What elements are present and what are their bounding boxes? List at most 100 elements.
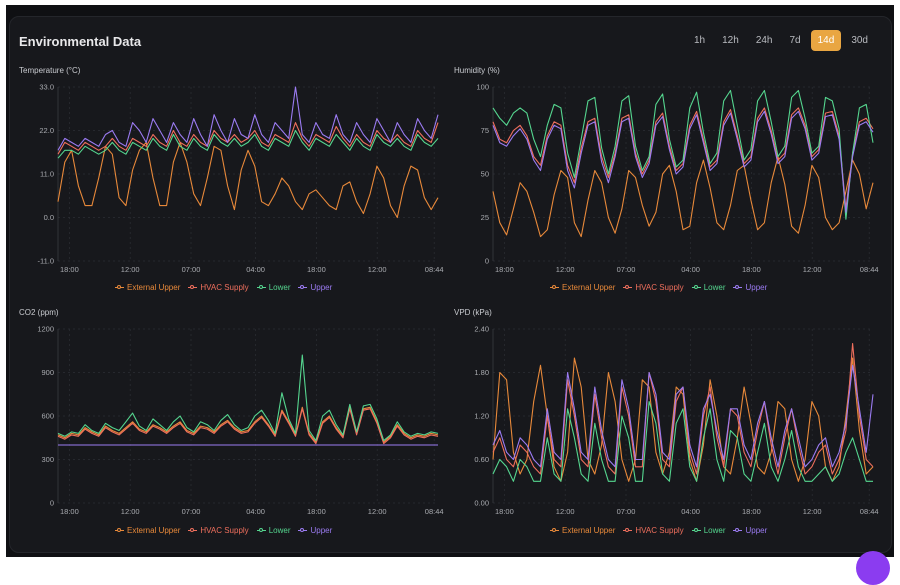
y-tick-label: 11.0 <box>40 170 54 179</box>
x-tick-label: 04:00 <box>681 265 700 274</box>
legend-label: Upper <box>745 283 768 292</box>
x-tick-label: 12:00 <box>368 507 387 516</box>
x-tick-label: 04:00 <box>246 265 265 274</box>
x-tick-label: 08:44 <box>860 265 879 274</box>
legend-item-lower[interactable]: Lower <box>691 283 726 292</box>
legend-item-upper[interactable]: Upper <box>733 526 767 535</box>
x-tick-label: 12:00 <box>121 507 140 516</box>
legend-item-lower[interactable]: Lower <box>691 526 726 535</box>
legend-label: External Upper <box>127 283 181 292</box>
vpd-legend: External Upper HVAC Supply Lower Upper <box>550 526 767 535</box>
x-tick-label: 18:00 <box>742 265 761 274</box>
series-line-lower <box>57 354 439 442</box>
y-tick-label: 2.40 <box>474 325 489 334</box>
series-line-hvac-supply <box>57 408 439 445</box>
legend-item-upper[interactable]: Upper <box>298 283 332 292</box>
series-line-upper <box>57 86 439 151</box>
legend-marker-icon <box>188 284 198 291</box>
legend-label: HVAC Supply <box>635 283 684 292</box>
legend-item-hvac-supply[interactable]: HVAC Supply <box>188 283 249 292</box>
y-tick-label: 100 <box>476 83 489 92</box>
x-tick-label: 04:00 <box>246 507 265 516</box>
y-tick-label: 1.80 <box>474 368 489 377</box>
legend-item-external-upper[interactable]: External Upper <box>115 526 180 535</box>
series-line-lower <box>492 400 873 482</box>
legend-item-lower[interactable]: Lower <box>256 283 291 292</box>
legend-item-external-upper[interactable]: External Upper <box>550 526 615 535</box>
x-tick-label: 18:00 <box>307 265 326 274</box>
y-tick-label: 75 <box>481 126 489 135</box>
y-tick-label: 0.0 <box>44 213 54 222</box>
legend-label: HVAC Supply <box>200 283 249 292</box>
series-line-upper <box>492 364 874 468</box>
y-tick-label: 600 <box>41 412 54 421</box>
x-tick-label: 07:00 <box>182 265 201 274</box>
y-tick-label: 1200 <box>37 325 54 334</box>
y-tick-label: 0.60 <box>474 455 489 464</box>
legend-marker-icon <box>188 527 198 534</box>
legend-marker-icon <box>733 284 743 291</box>
y-tick-label: 1.20 <box>474 412 489 421</box>
legend-item-upper[interactable]: Upper <box>733 283 767 292</box>
y-tick-label: 50 <box>481 170 489 179</box>
y-tick-label: 0.00 <box>474 499 489 508</box>
legend-label: Lower <box>703 283 726 292</box>
x-tick-label: 08:44 <box>860 507 879 516</box>
series-line-external-upper <box>492 357 874 482</box>
y-tick-label: 300 <box>41 455 54 464</box>
co2-legend: External Upper HVAC Supply Lower Upper <box>115 526 332 535</box>
legend-label: Lower <box>268 526 291 535</box>
x-tick-label: 07:00 <box>617 507 636 516</box>
legend-label: External Upper <box>562 526 616 535</box>
x-tick-label: 12:00 <box>121 265 140 274</box>
range-button-30d[interactable]: 30d <box>851 35 868 46</box>
range-button-24h[interactable]: 24h <box>755 35 773 46</box>
legend-marker-icon <box>550 284 559 291</box>
legend-label: External Upper <box>562 283 616 292</box>
legend-item-lower[interactable]: Lower <box>256 526 291 535</box>
legend-item-hvac-supply[interactable]: HVAC Supply <box>623 283 684 292</box>
legend-item-upper[interactable]: Upper <box>298 526 332 535</box>
humidity-chart: 100 75 50 25 0 18:00 12:00 07:00 04:00 18:00 12:00… <box>476 83 879 275</box>
temperature-chart-title: Temperature (°C) <box>19 66 81 75</box>
range-button-12h[interactable]: 12h <box>722 35 739 46</box>
legend-label: Lower <box>703 526 726 535</box>
legend-item-hvac-supply[interactable]: HVAC Supply <box>188 526 249 535</box>
legend-label: HVAC Supply <box>635 526 684 535</box>
series-line-external-upper <box>57 141 439 219</box>
legend-marker-icon <box>298 527 308 534</box>
x-tick-label: 12:00 <box>803 507 822 516</box>
legend-item-external-upper[interactable]: External Upper <box>115 283 180 292</box>
y-tick-label: 33.0 <box>39 83 54 92</box>
co2-chart: 1200 900 600 300 0 18:00 12:00 07:00 04:00 18:00 1… <box>37 325 443 517</box>
environmental-data-card <box>9 16 892 553</box>
y-tick-label: 22.0 <box>39 126 54 135</box>
x-tick-label: 18:00 <box>495 507 514 516</box>
series-line-external-upper <box>492 156 874 238</box>
time-range-selector: 1h 12h 24h 7d 14d 30d <box>684 30 875 51</box>
legend-marker-icon <box>550 527 559 534</box>
x-tick-label: 07:00 <box>617 265 636 274</box>
vpd-chart: 2.40 1.80 1.20 0.60 0.00 18:00 12:00 07:00 04:00… <box>474 325 879 517</box>
legend-marker-icon <box>623 284 633 291</box>
temperature-chart: 33.0 22.0 11.0 0.0 -11.0 18:00 12:00 07:00 04:00… <box>37 83 443 275</box>
legend-label: Lower <box>268 283 291 292</box>
legend-item-external-upper[interactable]: External Upper <box>550 283 615 292</box>
series-line-lower <box>492 89 874 220</box>
co2-chart-title: CO2 (ppm) <box>19 308 59 317</box>
legend-marker-icon <box>691 527 701 534</box>
chat-launcher-button[interactable] <box>856 551 890 585</box>
series-line-lower <box>57 129 439 159</box>
range-button-1h[interactable]: 1h <box>694 35 706 46</box>
legend-marker-icon <box>256 527 266 534</box>
legend-marker-icon <box>115 284 124 291</box>
humidity-chart-title: Humidity (%) <box>454 66 500 75</box>
x-tick-label: 18:00 <box>495 265 514 274</box>
legend-marker-icon <box>256 284 266 291</box>
range-button-7d[interactable]: 7d <box>789 35 801 46</box>
legend-item-hvac-supply[interactable]: HVAC Supply <box>623 526 684 535</box>
legend-marker-icon <box>623 527 633 534</box>
series-line-hvac-supply <box>492 107 874 210</box>
range-button-14d[interactable]: 14d <box>810 30 842 51</box>
y-tick-label: 0 <box>50 499 54 508</box>
